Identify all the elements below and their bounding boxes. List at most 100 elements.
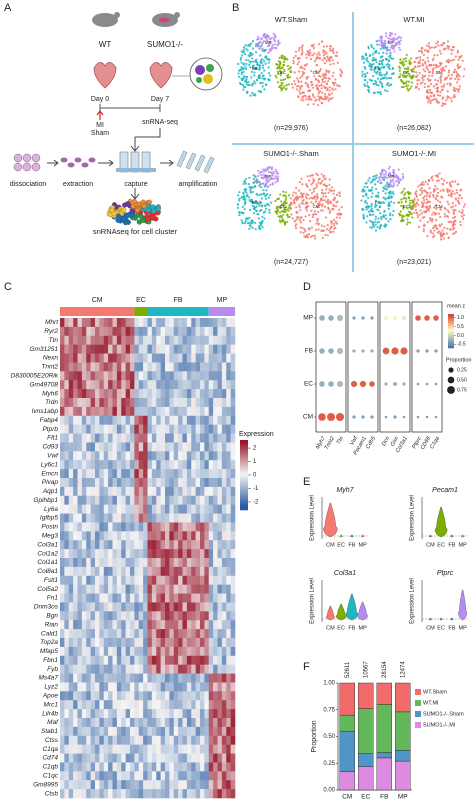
chip bbox=[116, 168, 156, 172]
heat-cell bbox=[195, 726, 201, 737]
heat-cell bbox=[173, 442, 179, 452]
heat-cell bbox=[217, 326, 223, 337]
heat-cell bbox=[108, 611, 113, 621]
heat-cell bbox=[169, 629, 175, 639]
heat-cell bbox=[134, 726, 140, 737]
umap-point bbox=[325, 59, 328, 62]
umap-point bbox=[409, 61, 412, 64]
heat-cell bbox=[125, 335, 131, 345]
heat-cell bbox=[182, 575, 188, 585]
heat-cell bbox=[68, 362, 74, 372]
heat-cell bbox=[108, 353, 113, 363]
heat-cell bbox=[169, 442, 175, 452]
heat-cell bbox=[186, 398, 192, 408]
heat-cell bbox=[182, 318, 188, 328]
heat-cell bbox=[68, 682, 74, 692]
heat-cell bbox=[81, 318, 87, 328]
heat-cell bbox=[121, 558, 126, 568]
heat-cell bbox=[208, 629, 214, 639]
heat-cell bbox=[160, 602, 166, 612]
heat-cell bbox=[86, 335, 91, 345]
umap-point bbox=[238, 197, 241, 200]
heat-cell bbox=[138, 584, 144, 594]
heart bbox=[149, 62, 173, 89]
heat-cell bbox=[160, 424, 166, 434]
heat-cell bbox=[60, 566, 65, 577]
umap-point bbox=[319, 57, 322, 60]
heat-cell bbox=[86, 638, 91, 648]
heat-cell bbox=[200, 495, 205, 505]
umap-point bbox=[250, 76, 253, 79]
heat-cell bbox=[200, 709, 205, 719]
umap-point bbox=[434, 218, 438, 222]
heat-cell bbox=[208, 362, 214, 372]
umap-point bbox=[440, 195, 443, 198]
heat-cell bbox=[81, 691, 87, 701]
heat-cell bbox=[68, 495, 74, 505]
heat-cell bbox=[200, 344, 205, 354]
colorbar-step bbox=[448, 327, 454, 330]
heat-cell bbox=[208, 638, 214, 648]
heat-cell bbox=[77, 664, 83, 674]
umap-point bbox=[259, 201, 262, 205]
dot bbox=[434, 349, 438, 353]
heat-cell bbox=[112, 486, 118, 497]
umap-point bbox=[252, 212, 255, 215]
umap-point bbox=[365, 208, 368, 211]
umap-point bbox=[448, 181, 452, 184]
heat-cell bbox=[191, 406, 196, 417]
heat-cell bbox=[103, 638, 109, 648]
heat-cell bbox=[125, 584, 131, 594]
umap-point bbox=[415, 201, 419, 204]
colorbar-step bbox=[240, 458, 248, 461]
umap-point bbox=[297, 84, 300, 88]
heat-cell bbox=[64, 424, 70, 434]
heat-cell bbox=[116, 353, 122, 363]
umap-point bbox=[419, 209, 422, 212]
heat-cell bbox=[221, 762, 227, 772]
heat-cell bbox=[186, 486, 192, 497]
dot bbox=[402, 415, 406, 419]
heat-cell bbox=[77, 451, 83, 461]
heat-cell bbox=[221, 442, 227, 452]
gene-title: Col3a1 bbox=[334, 570, 356, 577]
umap-point bbox=[445, 232, 449, 235]
heat-cell bbox=[208, 584, 214, 594]
umap-point bbox=[290, 213, 293, 216]
umap-point bbox=[248, 44, 251, 48]
umap-point bbox=[431, 232, 434, 235]
heat-cell bbox=[230, 486, 236, 497]
umap-point bbox=[390, 57, 393, 60]
heat-cell bbox=[226, 335, 231, 345]
heat-cell bbox=[151, 531, 157, 541]
umap-point bbox=[437, 44, 440, 47]
colorbar-step bbox=[448, 342, 454, 345]
umap-point bbox=[296, 217, 299, 221]
heat-cell bbox=[204, 540, 210, 550]
umap-point bbox=[442, 68, 445, 72]
heat-cell bbox=[64, 549, 70, 559]
heat-cell bbox=[195, 638, 201, 648]
heat-cell bbox=[160, 326, 166, 337]
heat-cell bbox=[213, 638, 218, 648]
umap-point bbox=[381, 73, 384, 76]
heat-cell bbox=[191, 469, 196, 479]
heat-cell bbox=[130, 762, 135, 772]
heat-cell bbox=[116, 442, 122, 452]
heat-cell bbox=[81, 389, 87, 399]
umap-point bbox=[264, 169, 267, 172]
umap-point bbox=[307, 98, 310, 101]
umap-point bbox=[311, 234, 315, 237]
cluster-label: EC bbox=[136, 297, 146, 304]
heat-cell bbox=[81, 771, 87, 781]
heat-cell bbox=[186, 344, 192, 354]
heat-cell bbox=[64, 620, 70, 630]
umap-point bbox=[401, 173, 404, 176]
heat-cell bbox=[125, 531, 131, 541]
heat-cell bbox=[165, 673, 170, 683]
heat-cell bbox=[200, 424, 205, 434]
heat-cell bbox=[130, 495, 135, 505]
umap-point bbox=[267, 185, 270, 188]
heat-cell bbox=[230, 522, 236, 532]
heat-cell bbox=[121, 602, 126, 612]
